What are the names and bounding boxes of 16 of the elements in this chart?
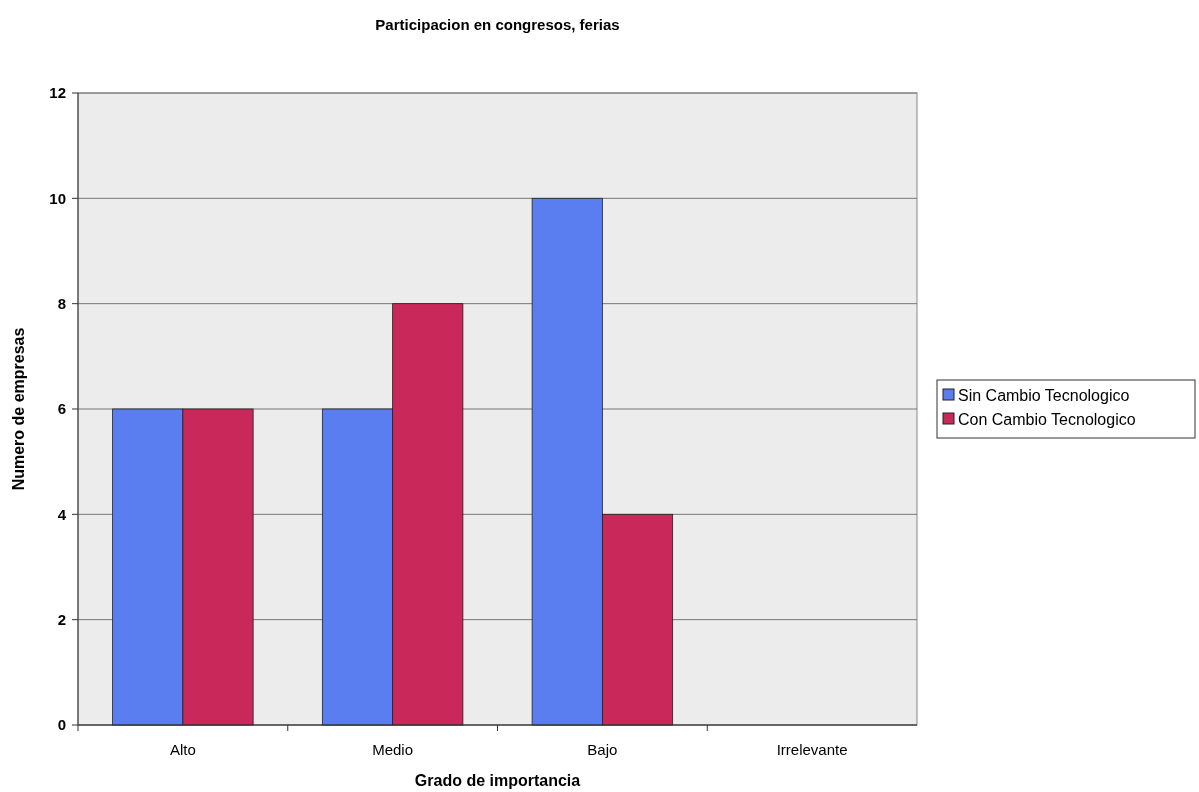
y-tick-label: 4: [57, 505, 67, 523]
chart-title: Participacion en congresos, ferias: [375, 16, 620, 33]
y-tick-label: 2: [57, 610, 66, 628]
y-tick-label: 8: [57, 294, 66, 312]
legend-label: Sin Cambio Tecnologico: [958, 386, 1130, 404]
y-tick-label: 10: [49, 189, 66, 207]
x-tick-label: Alto: [169, 741, 196, 758]
x-axis-title: Grado de importancia: [414, 772, 581, 789]
x-tick-label: Medio: [372, 741, 414, 758]
y-tick-label: 12: [49, 84, 66, 102]
x-tick-label: Bajo: [587, 741, 618, 758]
y-axis-title: Numero de empresas: [10, 327, 27, 491]
legend-label: Con Cambio Tecnologico: [958, 410, 1136, 428]
y-tick-label: 6: [57, 400, 66, 418]
x-tick-label: Irrelevante: [776, 741, 848, 758]
y-tick-label: 0: [57, 716, 66, 734]
